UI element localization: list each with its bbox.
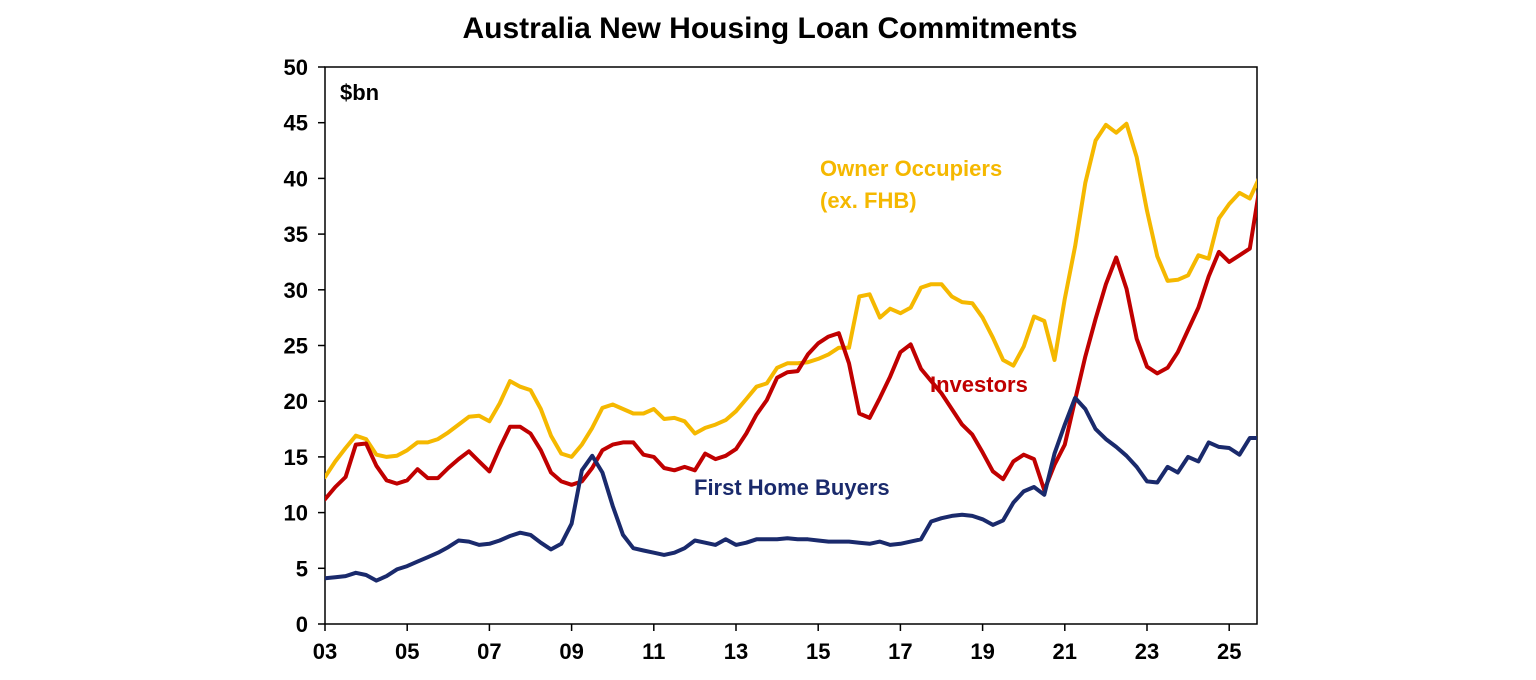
x-tick-label: 11	[642, 639, 665, 664]
series-label-first-home-buyers: First Home Buyers	[694, 475, 890, 500]
chart-title: Australia New Housing Loan Commitments	[462, 12, 1077, 45]
x-tick-label: 03	[313, 639, 337, 664]
x-tick-label: 07	[477, 639, 501, 664]
y-tick-label: 40	[284, 166, 308, 191]
y-tick-label: 30	[284, 278, 308, 303]
y-tick-label: 15	[284, 445, 308, 470]
x-tick-label: 23	[1135, 639, 1159, 664]
y-tick-label: 45	[284, 111, 308, 136]
x-tick-label: 09	[559, 639, 583, 664]
x-tick-label: 25	[1217, 639, 1241, 664]
series-label-line: Owner Occupiers	[820, 156, 1002, 181]
series-labels: Owner Occupiers (ex. FHB) Investors First H…	[694, 156, 1028, 500]
y-tick-label: 35	[284, 222, 308, 247]
y-tick-label: 20	[284, 389, 308, 414]
x-tick-label: 21	[1053, 639, 1077, 664]
x-tick-label: 15	[806, 639, 830, 664]
series-label-line: (ex. FHB)	[820, 188, 917, 213]
x-tick-label: 19	[970, 639, 994, 664]
y-tick-label: 0	[296, 612, 308, 637]
x-tick-label: 05	[395, 639, 419, 664]
series-label-investors: Investors	[930, 372, 1028, 397]
series-line-first-home-buyers	[325, 395, 1257, 583]
y-tick-label: 5	[296, 556, 308, 581]
y-axis-ticks: 0 5 10 15 20 25 30 35 40 45 50	[284, 55, 325, 637]
y-tick-label: 10	[284, 501, 308, 526]
series-lines	[325, 121, 1257, 583]
x-tick-label: 13	[724, 639, 748, 664]
x-tick-label: 17	[888, 639, 912, 664]
y-tick-label: 25	[284, 334, 308, 359]
y-axis-unit-label: $bn	[340, 80, 379, 105]
series-label-line: First Home Buyers	[694, 475, 890, 500]
series-line-investors	[325, 191, 1257, 502]
series-label-line: Investors	[930, 372, 1028, 397]
series-line-owner-occupiers	[325, 121, 1257, 479]
x-axis-ticks: 03 05 07 09 11 13 15 17 19 21 23 25	[313, 624, 1241, 664]
series-label-owner-occupiers: Owner Occupiers (ex. FHB)	[820, 156, 1002, 213]
y-tick-label: 50	[284, 55, 308, 80]
